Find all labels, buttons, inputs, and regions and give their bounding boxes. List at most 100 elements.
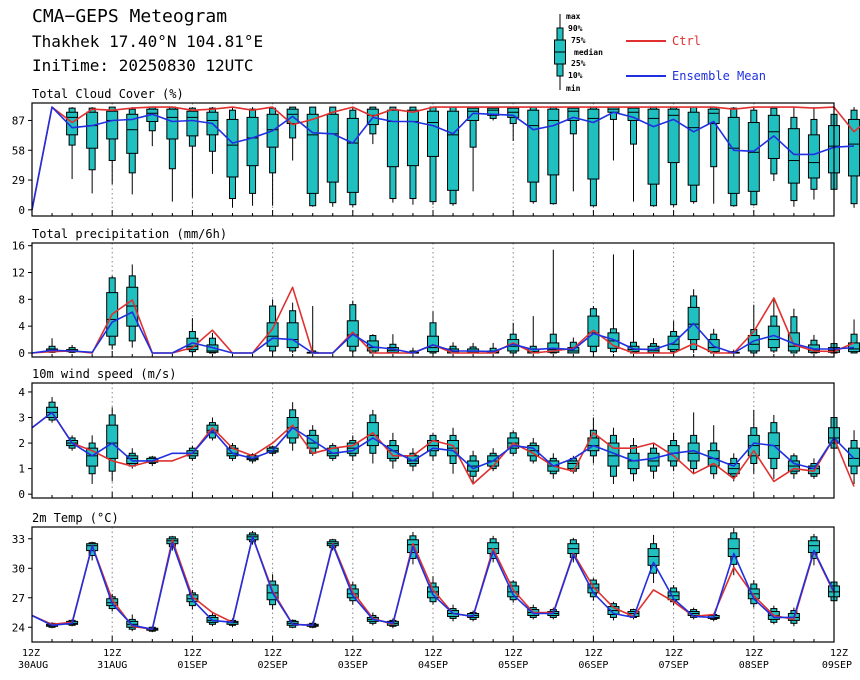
box-inner — [848, 447, 860, 467]
box-inner — [647, 108, 660, 185]
ensemble-box — [286, 106, 299, 161]
box-inner — [507, 107, 520, 118]
ensemble-box — [306, 306, 319, 354]
panels: Total Cloud Cover (%) 0 29 58 87 Total precip… — [12, 87, 860, 643]
box-inner — [627, 107, 640, 121]
x-tick-label-time: 12Z — [745, 648, 763, 659]
ensemble-box — [326, 106, 339, 207]
x-tick-label-time: 12Z — [584, 648, 602, 659]
box-inner — [206, 424, 219, 434]
ensemble-box — [627, 249, 640, 354]
legend-box-labels: max 90% 75% median 25% 10% min — [566, 12, 603, 93]
box-inner — [587, 108, 600, 180]
x-tick-label-date: 08SEP — [739, 660, 769, 671]
y-tick-label: 30 — [12, 562, 25, 575]
ensemble-box — [447, 427, 460, 474]
ensemble-box — [246, 107, 259, 206]
ensemble-box — [427, 311, 439, 354]
ensemble-box — [787, 107, 800, 207]
box-inner — [286, 322, 299, 349]
ensemble-box — [186, 107, 199, 198]
panel-title: 10m wind speed (m/s) — [32, 367, 177, 381]
ensemble-box — [306, 106, 319, 207]
x-axis: 12Z30AUG12Z31AUG12Z01SEP12Z02SEP12Z03SEP… — [18, 648, 852, 671]
ctrl-line — [31, 106, 860, 210]
ctrl-line — [31, 286, 855, 354]
ctrl-line — [31, 411, 855, 487]
panel-wind: 10m wind speed (m/s) 0 1 2 3 4 — [18, 367, 860, 501]
legend-box-label: max — [566, 12, 581, 21]
box-inner — [126, 455, 139, 465]
y-tick-label: 4 — [18, 386, 25, 399]
x-tick-label-date: 31AUG — [97, 660, 127, 671]
box-inner — [547, 108, 560, 176]
ensemble-mean-line — [31, 411, 855, 470]
legend-ctrl-label: Ctrl — [672, 34, 701, 48]
legend-box-label: 10% — [568, 71, 583, 80]
ensemble-box — [427, 432, 439, 461]
x-tick-label-date: 02SEP — [258, 660, 288, 671]
panel-temp: 2m Temp (°C) 24 27 30 33 — [12, 511, 840, 643]
legend: max 90% 75% median 25% 10% min Ctrl Ensemble M… — [554, 12, 766, 93]
box-inner — [567, 460, 580, 470]
ensemble-box — [607, 106, 620, 161]
ensemble-box — [647, 106, 660, 207]
ensemble-box — [507, 106, 520, 142]
box-inner — [427, 110, 439, 157]
x-tick-label-date: 06SEP — [578, 660, 608, 671]
ensemble-box — [607, 427, 620, 484]
ensemble-box — [547, 249, 560, 354]
legend-box-label: 90% — [568, 24, 583, 33]
box-inner — [807, 134, 820, 179]
x-tick-label-date: 01SEP — [177, 660, 207, 671]
ensemble-box — [647, 534, 660, 584]
ensemble-box — [346, 107, 359, 207]
panel-title: Total precipitation (mm/6h) — [32, 227, 227, 241]
ensemble-box — [126, 264, 139, 348]
x-tick-label-time: 12Z — [504, 648, 522, 659]
x-tick-label-time: 12Z — [830, 648, 848, 659]
box-inner — [366, 422, 379, 447]
ensemble-box — [667, 320, 680, 353]
y-tick-label: 27 — [12, 592, 25, 605]
y-tick-label: 4 — [18, 320, 25, 333]
ensemble-box — [647, 443, 660, 479]
ensemble-box — [767, 107, 780, 182]
box-inner — [487, 107, 500, 116]
ensemble-box — [106, 106, 119, 185]
init-time-label: IniTime: 20250830 12UTC — [32, 56, 254, 75]
panel-frame — [31, 102, 835, 217]
ensemble-box — [266, 299, 279, 353]
panel-frame — [31, 242, 835, 358]
box-inner — [386, 109, 399, 168]
ensemble-box — [587, 106, 600, 207]
ensemble-box — [547, 106, 560, 205]
x-tick-label-date: 30AUG — [18, 660, 48, 671]
box-inner — [447, 110, 460, 191]
ensemble-box — [787, 453, 800, 479]
ensemble-box — [206, 417, 219, 441]
box-inner — [727, 116, 740, 194]
ensemble-box — [406, 106, 419, 205]
box-inner — [527, 109, 540, 183]
ensemble-box — [707, 106, 720, 204]
x-tick-label-date: 07SEP — [659, 660, 689, 671]
ensemble-box — [266, 107, 279, 206]
ensemble-box — [286, 302, 299, 353]
location-label: Thakhek 17.40°N 104.81°E — [32, 32, 264, 51]
y-tick-label: 0 — [18, 488, 25, 501]
panel-frame — [31, 526, 835, 643]
legend-mean-label: Ensemble Mean — [672, 69, 766, 83]
ensemble-box — [747, 580, 760, 608]
ensemble-box — [727, 527, 740, 576]
box-inner — [126, 113, 139, 154]
ensemble-box — [126, 107, 139, 195]
panel-title: Total Cloud Cover (%) — [32, 87, 184, 101]
ensemble-mean-line — [31, 106, 855, 210]
ensemble-box — [126, 614, 139, 632]
x-tick-label-date: 05SEP — [498, 660, 528, 671]
ensemble-box — [707, 425, 720, 479]
ensemble-box — [687, 106, 700, 204]
